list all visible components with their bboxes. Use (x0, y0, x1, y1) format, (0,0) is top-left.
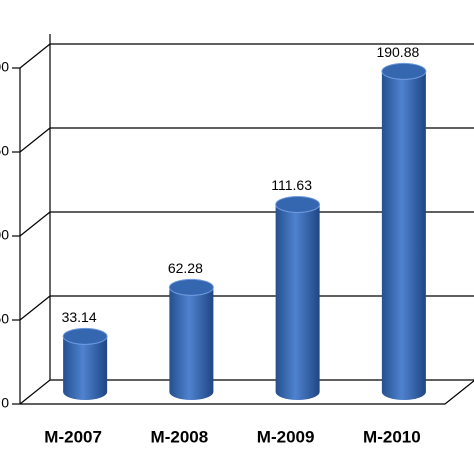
y-tick-label: 100 (0, 227, 9, 243)
y-tick-label: 0 (1, 395, 9, 411)
y-tick-label: 50 (0, 311, 9, 327)
bar (63, 336, 108, 392)
cylinder-top (62, 327, 108, 345)
grid-line (19, 295, 51, 321)
grid-line (19, 43, 51, 69)
value-label: 111.63 (271, 177, 312, 193)
cylinder-top (275, 195, 321, 213)
x-tick-label: M-2007 (44, 427, 102, 446)
grid-line (19, 211, 51, 237)
floor (20, 380, 474, 405)
bar (275, 204, 320, 392)
grid-line (19, 379, 51, 405)
x-tick-label: M-2009 (257, 427, 315, 446)
bar (169, 287, 214, 392)
bar (381, 71, 426, 393)
value-label: 62.28 (168, 260, 203, 276)
y-tick-label: 150 (0, 143, 9, 159)
cylinder-top (381, 62, 427, 80)
value-label: 33.14 (62, 309, 97, 325)
x-tick-label: M-2010 (363, 427, 421, 446)
x-tick-label: M-2008 (151, 427, 209, 446)
y-tick-label: 200 (0, 59, 9, 75)
value-label: 190.88 (376, 44, 419, 60)
cylinder-top (168, 278, 214, 296)
grid-line (19, 127, 51, 153)
